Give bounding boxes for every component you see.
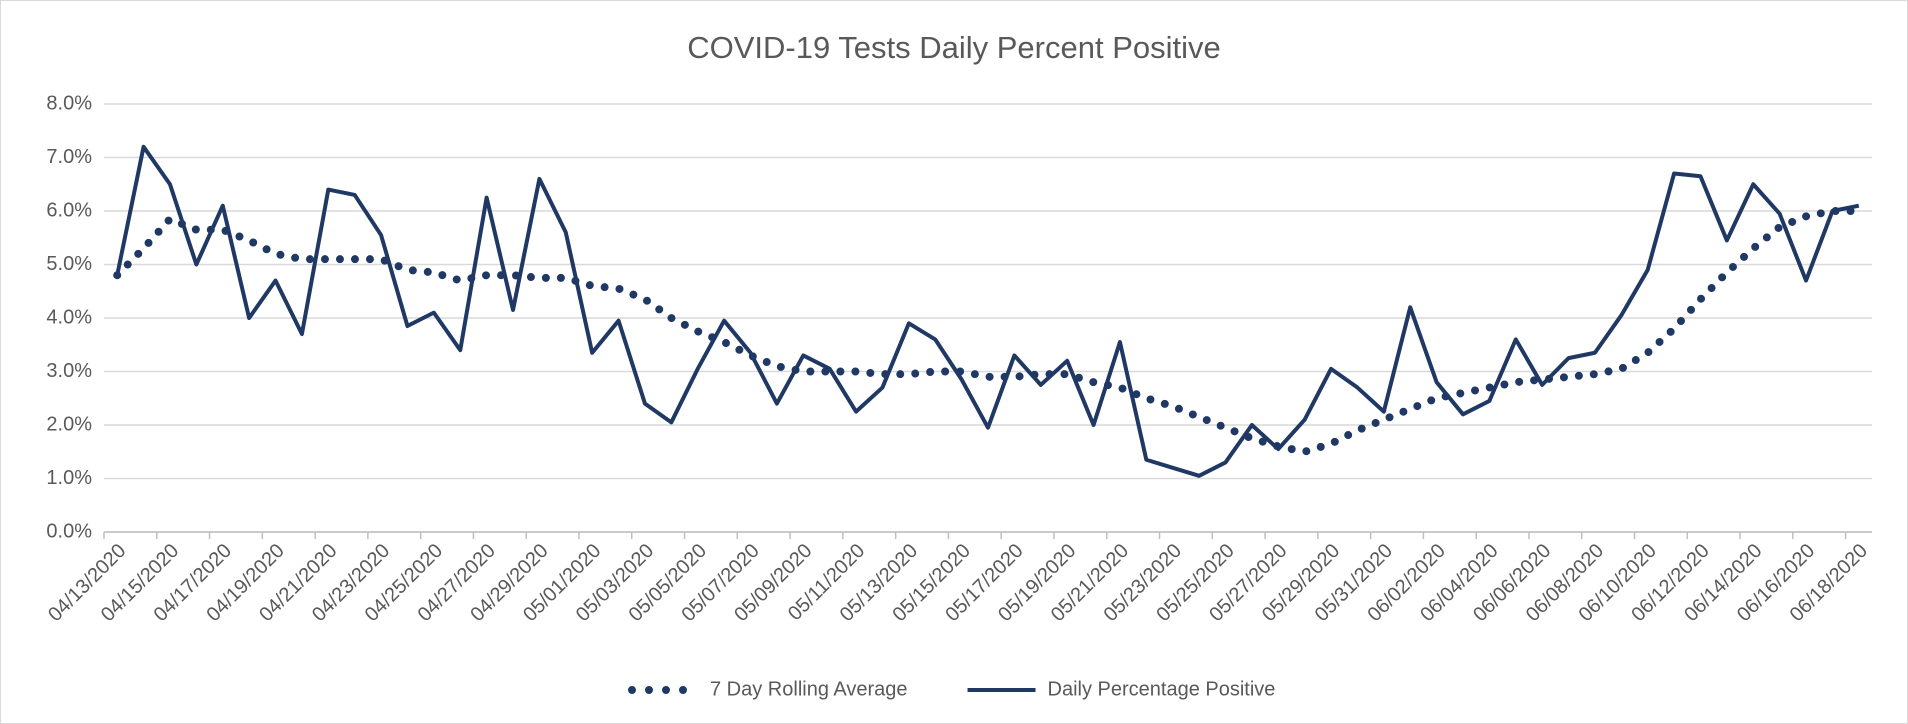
legend-label: Daily Percentage Positive bbox=[1048, 678, 1276, 700]
y-tick-label: 6.0% bbox=[46, 199, 92, 221]
y-tick-label: 1.0% bbox=[46, 467, 92, 489]
y-tick-label: 0.0% bbox=[46, 520, 92, 542]
legend-label: 7 Day Rolling Average bbox=[710, 678, 908, 700]
data-line bbox=[115, 144, 1860, 478]
data-line bbox=[113, 207, 1863, 456]
y-tick-label: 5.0% bbox=[46, 253, 92, 275]
chart-title: COVID-19 Tests Daily Percent Positive bbox=[687, 30, 1221, 65]
y-tick-label: 4.0% bbox=[46, 306, 92, 328]
y-tick-label: 7.0% bbox=[46, 146, 92, 168]
y-tick-label: 8.0% bbox=[46, 92, 92, 114]
y-tick-label: 2.0% bbox=[46, 413, 92, 435]
y-tick-label: 3.0% bbox=[46, 360, 92, 382]
